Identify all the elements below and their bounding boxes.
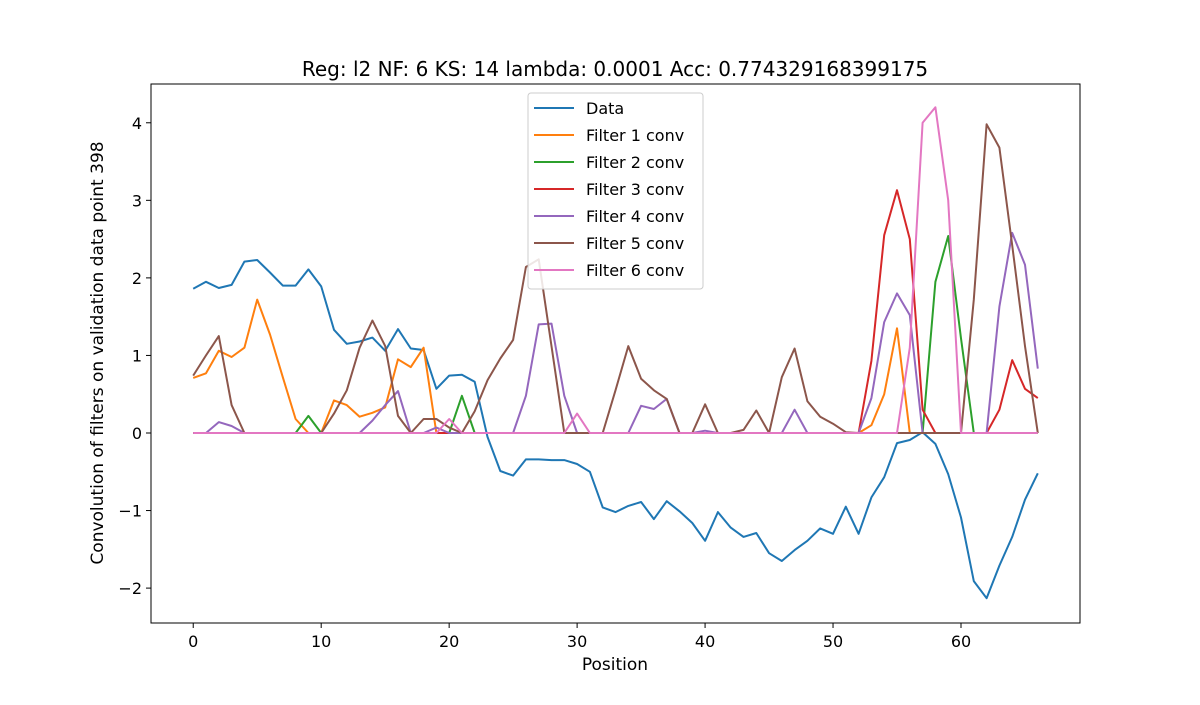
- legend-label-7: Filter 6 conv: [586, 261, 684, 280]
- legend: Data Filter 1 conv Filter 2 conv Filter 3 c…: [527, 92, 704, 290]
- series-line-7: [193, 106, 1038, 434]
- legend-box: [527, 92, 704, 290]
- x-tick-label: 10: [311, 632, 331, 651]
- y-tick-label: 0: [132, 424, 142, 443]
- legend-label-4: Filter 3 conv: [586, 180, 684, 199]
- legend-label-6: Filter 5 conv: [586, 234, 684, 253]
- x-tick-label: 60: [951, 632, 971, 651]
- legend-label-3: Filter 2 conv: [586, 153, 684, 172]
- x-tick-label: 30: [567, 632, 587, 651]
- y-axis-ticks: −2 −1 0 1 2 3 4: [118, 114, 151, 598]
- legend-label-2: Filter 1 conv: [586, 126, 684, 145]
- y-tick-label: −2: [118, 579, 142, 598]
- y-tick-label: 1: [132, 346, 142, 365]
- x-tick-label: 20: [439, 632, 459, 651]
- x-axis-ticks: 0 10 20 30 40 50 60: [188, 623, 971, 651]
- y-tick-label: 2: [132, 269, 142, 288]
- series-lines: [192, 106, 1039, 600]
- y-tick-label: 4: [132, 114, 142, 133]
- y-tick-label: 3: [132, 191, 142, 210]
- y-tick-label: −1: [118, 502, 142, 521]
- series-line-1: [192, 259, 1039, 600]
- chart-title: Reg: l2 NF: 6 KS: 14 lambda: 0.0001 Acc:…: [302, 57, 928, 81]
- x-tick-label: 40: [695, 632, 715, 651]
- x-tick-label: 50: [823, 632, 843, 651]
- x-axis-label: Position: [582, 655, 648, 675]
- x-tick-label: 0: [188, 632, 198, 651]
- plot-area-frame: [150, 83, 1081, 624]
- legend-label-5: Filter 4 conv: [586, 207, 684, 226]
- y-axis-label: Convolution of filters on validation dat…: [88, 141, 108, 564]
- legend-label-1: Data: [586, 99, 624, 118]
